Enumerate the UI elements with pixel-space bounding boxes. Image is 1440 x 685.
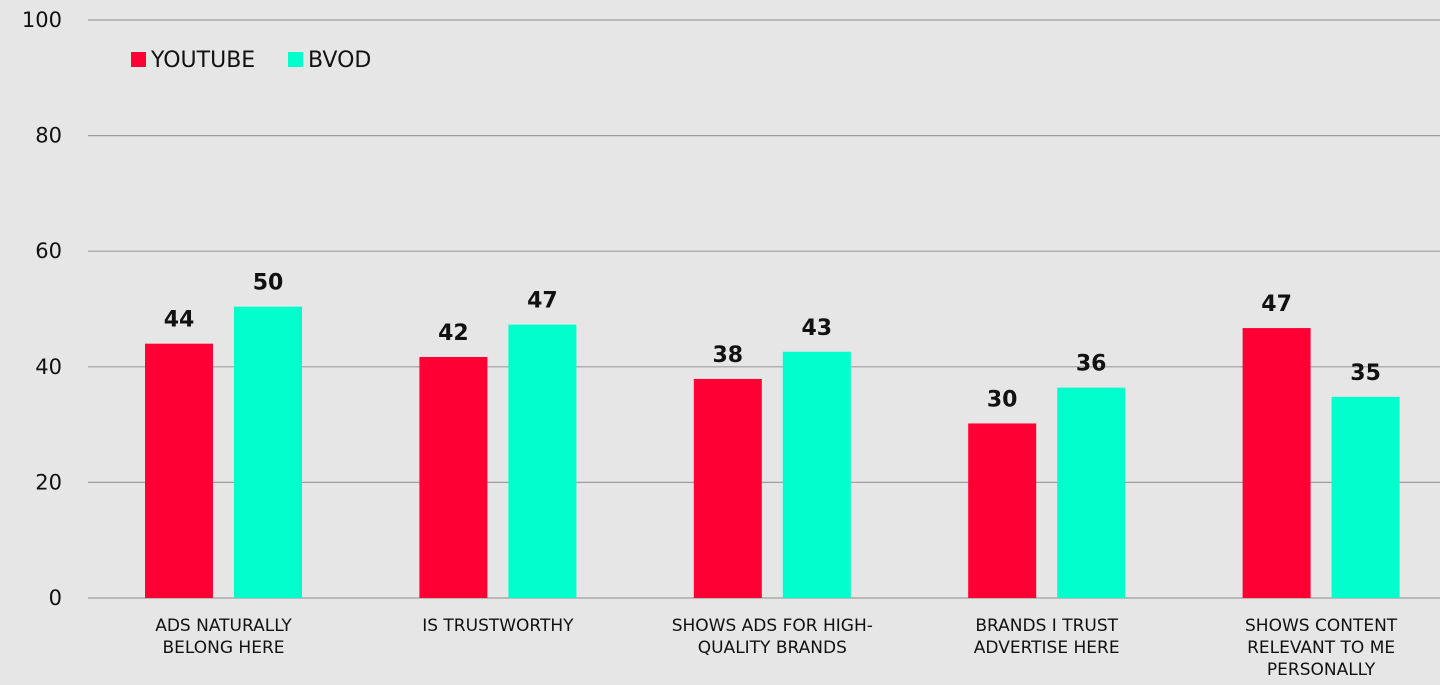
y-tick-label: 100: [22, 8, 62, 32]
bar-bvod: [234, 306, 302, 598]
y-tick-label: 40: [35, 355, 62, 379]
y-axis-ticks: 0 20 40 60 80 100: [22, 8, 62, 610]
category-label: IS TRUSTWORTHY: [422, 616, 574, 636]
data-label: 30: [987, 387, 1018, 412]
data-label: 47: [527, 289, 558, 314]
bar-bvod: [1331, 396, 1400, 598]
data-label: 47: [1261, 292, 1292, 317]
legend-swatch-bvod: [288, 52, 303, 67]
legend: YOUTUBE BVOD: [131, 48, 371, 73]
gridlines: [88, 19, 1440, 599]
category-label: SHOWS CONTENT RELEVANT TO ME PERSONALLY: [1245, 616, 1398, 680]
bar-youtube: [968, 423, 1037, 598]
legend-swatch-youtube: [131, 52, 146, 67]
y-tick-label: 20: [35, 470, 62, 494]
bars: [145, 306, 1400, 598]
data-label: 38: [712, 343, 743, 368]
data-label: 44: [164, 308, 195, 333]
data-label: 35: [1350, 361, 1381, 386]
category-label: BRANDS I TRUST ADVERTISE HERE: [974, 616, 1120, 658]
data-label: 42: [438, 321, 469, 346]
bar-youtube: [145, 343, 213, 598]
data-label: 36: [1076, 352, 1107, 377]
legend-label-bvod: BVOD: [308, 48, 371, 73]
bar-youtube: [1242, 328, 1311, 598]
bar-bvod: [508, 324, 577, 598]
category-label: SHOWS ADS FOR HIGH-QUALITY BRANDS: [672, 616, 873, 658]
bar-youtube: [693, 378, 762, 598]
bar-bvod: [1057, 387, 1126, 598]
y-tick-label: 60: [35, 239, 62, 263]
y-tick-label: 0: [49, 586, 62, 610]
y-tick-label: 80: [35, 124, 62, 148]
data-label: 43: [801, 316, 832, 341]
data-label: 50: [253, 271, 284, 296]
bar-youtube: [419, 356, 488, 598]
data-labels: 44 42 38 30 47 50 47 43 36 35: [164, 271, 1381, 413]
bar-bvod: [782, 351, 851, 598]
legend-label-youtube: YOUTUBE: [150, 48, 255, 73]
x-axis-categories: ADS NATURALLY BELONG HERE IS TRUSTWORTHY SH…: [155, 616, 1398, 680]
category-label: ADS NATURALLY BELONG HERE: [155, 616, 292, 658]
